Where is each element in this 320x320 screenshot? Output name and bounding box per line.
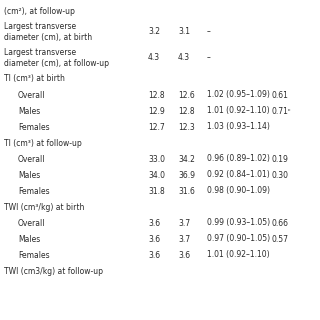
Text: Overall: Overall: [18, 219, 45, 228]
Text: Males: Males: [18, 171, 40, 180]
Text: TI (cm³) at follow-up: TI (cm³) at follow-up: [4, 139, 82, 148]
Text: Largest transverse
diameter (cm), at follow-up: Largest transverse diameter (cm), at fol…: [4, 48, 109, 68]
Text: –: –: [207, 53, 211, 62]
Text: –: –: [207, 28, 211, 36]
Text: 3.6: 3.6: [178, 251, 190, 260]
Text: Females: Females: [18, 123, 50, 132]
Text: 4.3: 4.3: [148, 53, 160, 62]
Text: 0.99 (0.93–1.05): 0.99 (0.93–1.05): [207, 219, 270, 228]
Text: 0.66: 0.66: [272, 219, 289, 228]
Text: Females: Females: [18, 187, 50, 196]
Text: 12.3: 12.3: [178, 123, 195, 132]
Text: 12.6: 12.6: [178, 91, 195, 100]
Text: 1.03 (0.93–1.14): 1.03 (0.93–1.14): [207, 123, 270, 132]
Text: 12.8: 12.8: [178, 107, 195, 116]
Text: 31.8: 31.8: [148, 187, 165, 196]
Text: Largest transverse
diameter (cm), at birth: Largest transverse diameter (cm), at bir…: [4, 22, 92, 42]
Text: 3.6: 3.6: [148, 251, 160, 260]
Text: 0.98 (0.90–1.09): 0.98 (0.90–1.09): [207, 187, 270, 196]
Text: 1.01 (0.92–1.10): 1.01 (0.92–1.10): [207, 251, 270, 260]
Text: 0.30: 0.30: [272, 171, 289, 180]
Text: Overall: Overall: [18, 91, 45, 100]
Text: (cm²), at follow-up: (cm²), at follow-up: [4, 6, 75, 15]
Text: 1.01 (0.92–1.10): 1.01 (0.92–1.10): [207, 107, 270, 116]
Text: 3.7: 3.7: [178, 235, 190, 244]
Text: 1.02 (0.95–1.09): 1.02 (0.95–1.09): [207, 91, 270, 100]
Text: 3.1: 3.1: [178, 28, 190, 36]
Text: 3.6: 3.6: [148, 235, 160, 244]
Text: 34.2: 34.2: [178, 155, 195, 164]
Text: TWI (cm³/kg) at birth: TWI (cm³/kg) at birth: [4, 203, 84, 212]
Text: 33.0: 33.0: [148, 155, 165, 164]
Text: 3.6: 3.6: [148, 219, 160, 228]
Text: 3.7: 3.7: [178, 219, 190, 228]
Text: 0.96 (0.89–1.02): 0.96 (0.89–1.02): [207, 155, 270, 164]
Text: Males: Males: [18, 235, 40, 244]
Text: Males: Males: [18, 107, 40, 116]
Text: 4.3: 4.3: [178, 53, 190, 62]
Text: 36.9: 36.9: [178, 171, 195, 180]
Text: 3.2: 3.2: [148, 28, 160, 36]
Text: 0.61: 0.61: [272, 91, 289, 100]
Text: 34.0: 34.0: [148, 171, 165, 180]
Text: TI (cm³) at birth: TI (cm³) at birth: [4, 75, 65, 84]
Text: 12.7: 12.7: [148, 123, 165, 132]
Text: 31.6: 31.6: [178, 187, 195, 196]
Text: TWI (cm3/kg) at follow-up: TWI (cm3/kg) at follow-up: [4, 267, 103, 276]
Text: 0.19: 0.19: [272, 155, 289, 164]
Text: 0.71ᶜ: 0.71ᶜ: [272, 107, 292, 116]
Text: 12.8: 12.8: [148, 91, 164, 100]
Text: Overall: Overall: [18, 155, 45, 164]
Text: 0.92 (0.84–1.01): 0.92 (0.84–1.01): [207, 171, 270, 180]
Text: Females: Females: [18, 251, 50, 260]
Text: 12.9: 12.9: [148, 107, 165, 116]
Text: 0.57: 0.57: [272, 235, 289, 244]
Text: 0.97 (0.90–1.05): 0.97 (0.90–1.05): [207, 235, 270, 244]
